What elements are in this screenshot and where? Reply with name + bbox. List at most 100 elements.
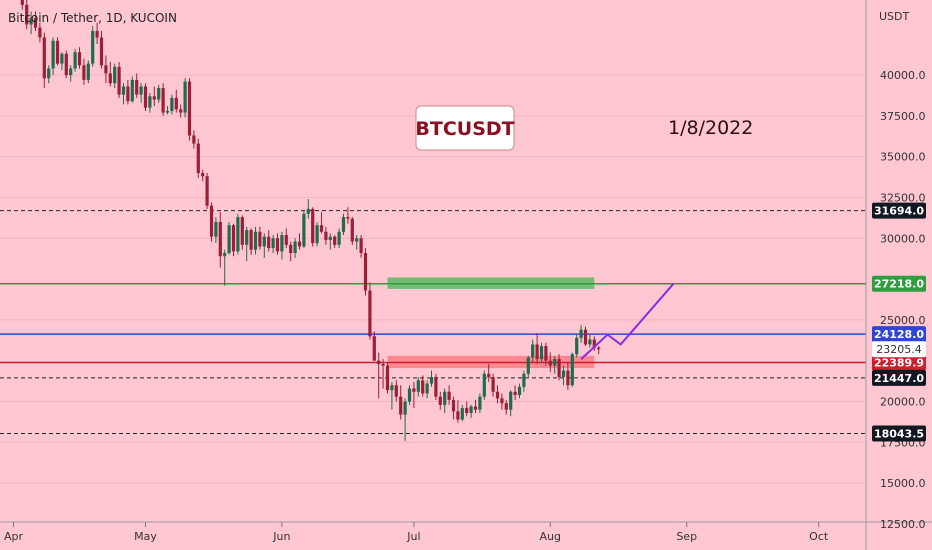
projection-path[interactable]: [580, 283, 675, 360]
candle: [267, 230, 271, 252]
time-axis-ticks: Apr May Jun Jul Aug Sep Oct: [4, 522, 829, 543]
candle: [38, 22, 42, 43]
candle-body: [447, 391, 451, 400]
candle-body: [592, 339, 596, 348]
candle-body: [201, 172, 205, 177]
candle-body: [487, 373, 491, 378]
candle: [403, 398, 407, 441]
candle: [139, 83, 143, 103]
candle: [460, 404, 464, 422]
candle: [333, 235, 337, 249]
candle-body: [363, 252, 368, 291]
candle-body: [443, 391, 447, 405]
candle: [390, 381, 394, 410]
x-tick-label: Oct: [809, 530, 829, 543]
candle-body: [280, 235, 284, 252]
candle: [165, 106, 170, 115]
candle: [253, 226, 258, 255]
candle: [394, 380, 398, 402]
candle: [152, 86, 156, 107]
candle: [280, 231, 284, 260]
candle: [170, 94, 174, 115]
candle-body: [209, 205, 214, 237]
candle-body: [139, 86, 143, 95]
candle-body: [588, 339, 592, 345]
candle-body: [91, 30, 95, 64]
candle-body: [359, 238, 363, 253]
candle: [372, 331, 376, 361]
candle-body: [174, 97, 178, 110]
candle: [337, 228, 341, 249]
candle-body: [51, 40, 55, 69]
candle: [161, 83, 165, 116]
candle: [504, 399, 508, 415]
candle: [570, 352, 574, 387]
candle-body: [289, 244, 293, 253]
candle: [592, 336, 596, 351]
candle-body: [513, 391, 517, 396]
x-tick-label: May: [134, 530, 157, 543]
candle-body: [240, 217, 244, 245]
candle-body: [438, 396, 442, 405]
price-badge-bg: [872, 425, 926, 442]
candle: [443, 388, 447, 413]
candle-body: [399, 396, 403, 415]
candle: [108, 61, 112, 87]
price-badge-label: 21447.0: [874, 372, 924, 385]
candle-body: [368, 290, 372, 337]
candle-body: [262, 236, 266, 247]
candle: [478, 393, 482, 413]
candle-body: [553, 359, 557, 366]
candle-body: [130, 79, 134, 102]
candle-body: [192, 135, 196, 144]
candle: [346, 207, 350, 224]
current-price-label: 23205.4: [876, 343, 922, 356]
candle-body: [341, 217, 346, 232]
candle: [517, 383, 522, 399]
candle: [539, 342, 544, 363]
candle-body: [548, 360, 552, 366]
candle: [561, 365, 566, 386]
candle-body: [218, 221, 222, 257]
title-box[interactable]: BTCUSDT: [415, 105, 515, 151]
candle-body: [535, 344, 539, 360]
title-box-text: BTCUSDT: [415, 118, 514, 140]
candle-body: [355, 238, 359, 242]
candle-body: [451, 399, 456, 412]
candle: [302, 210, 306, 249]
date-annotation: 1/8/2022: [668, 117, 753, 139]
time-axis-panel[interactable]: [0, 522, 866, 550]
candle: [130, 76, 134, 103]
candle-body: [148, 96, 152, 108]
candle: [47, 65, 51, 84]
candle-body: [561, 370, 566, 378]
candle-body: [73, 52, 77, 69]
candle-body: [249, 230, 253, 250]
candle-body: [482, 373, 486, 397]
candle-body: [227, 225, 231, 253]
price-badge-31694.0: 31694.0: [872, 202, 926, 219]
candle: [575, 334, 579, 358]
x-tick-label: Sep: [676, 530, 697, 543]
y-tick-label: 35000.0: [880, 151, 926, 164]
candle: [425, 380, 429, 399]
candle: [579, 324, 583, 343]
candle: [495, 385, 500, 404]
candle: [143, 83, 148, 111]
candle-body: [236, 217, 240, 252]
candle: [214, 217, 218, 244]
candle: [381, 359, 385, 389]
candle-body: [377, 360, 381, 365]
candle-body: [570, 354, 574, 386]
candle-body: [557, 359, 561, 378]
candle: [218, 212, 222, 268]
candle: [473, 399, 478, 413]
candle: [77, 47, 82, 69]
candle-body: [522, 373, 526, 387]
candle-body: [381, 364, 385, 366]
candle-body: [165, 110, 170, 113]
price-badge-22389.9: 22389.9: [872, 354, 926, 371]
candle-body: [416, 380, 420, 392]
candle: [82, 58, 86, 85]
